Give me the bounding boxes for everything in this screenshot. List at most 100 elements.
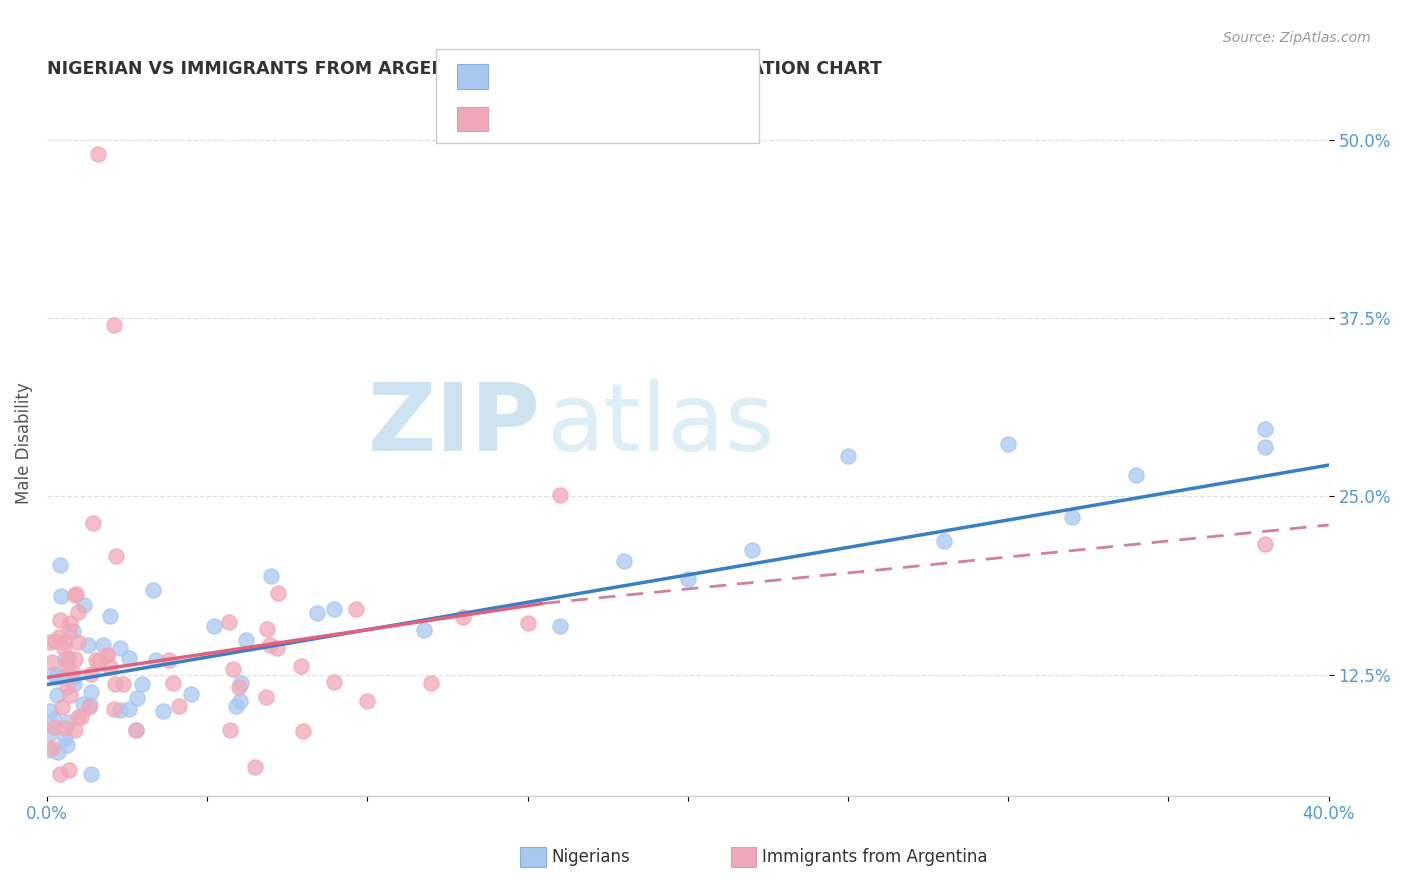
Point — [453, 610, 475, 624]
Point — [243, 760, 266, 774]
Point — [322, 602, 344, 616]
Point — [56, 681, 79, 695]
Point — [39, 743, 62, 757]
Text: R = 0.542: R = 0.542 — [502, 68, 592, 86]
Point — [72, 697, 94, 711]
Point — [73, 598, 96, 612]
Point — [676, 572, 699, 586]
Point — [56, 714, 79, 729]
Point — [82, 516, 104, 531]
Point — [111, 677, 134, 691]
Point — [59, 615, 82, 630]
Point — [548, 619, 571, 633]
Point — [62, 624, 84, 638]
Point — [55, 659, 77, 673]
Point — [125, 723, 148, 738]
Point — [118, 651, 141, 665]
Point — [256, 622, 278, 636]
Text: Source: ZipAtlas.com: Source: ZipAtlas.com — [1223, 31, 1371, 45]
Point — [80, 666, 103, 681]
Point — [124, 723, 146, 737]
Point — [41, 741, 63, 756]
Point — [932, 534, 955, 549]
Point — [39, 704, 62, 718]
Point — [180, 688, 202, 702]
Point — [51, 700, 73, 714]
Point — [266, 641, 288, 656]
Point — [59, 689, 82, 703]
Point — [837, 449, 859, 463]
Point — [69, 709, 91, 723]
Point — [229, 694, 252, 708]
Point — [60, 664, 83, 678]
Point — [96, 648, 118, 662]
Point — [420, 676, 443, 690]
Point — [290, 659, 312, 673]
Point — [55, 721, 77, 735]
Text: N = 58: N = 58 — [624, 68, 692, 86]
Point — [254, 690, 277, 704]
Point — [49, 767, 72, 781]
Point — [98, 608, 121, 623]
Point — [53, 641, 76, 656]
Point — [259, 638, 281, 652]
Point — [225, 699, 247, 714]
Point — [67, 635, 90, 649]
Point — [52, 669, 75, 683]
Point — [62, 670, 84, 684]
Point — [267, 586, 290, 600]
Text: ZIP: ZIP — [367, 379, 540, 471]
Point — [80, 685, 103, 699]
Point — [53, 652, 76, 666]
Point — [997, 436, 1019, 450]
Point — [63, 652, 86, 666]
Point — [58, 763, 80, 777]
Point — [222, 662, 245, 676]
Point — [202, 619, 225, 633]
Point — [235, 632, 257, 647]
Point — [58, 624, 80, 638]
Point — [87, 147, 110, 161]
Point — [344, 602, 367, 616]
Point — [104, 677, 127, 691]
Point — [613, 554, 636, 568]
Point — [356, 693, 378, 707]
Point — [98, 660, 121, 674]
Point — [103, 318, 125, 333]
Point — [152, 704, 174, 718]
Point — [46, 745, 69, 759]
Point — [96, 648, 118, 663]
Point — [39, 726, 62, 740]
Text: NIGERIAN VS IMMIGRANTS FROM ARGENTINA MALE DISABILITY CORRELATION CHART: NIGERIAN VS IMMIGRANTS FROM ARGENTINA MA… — [46, 60, 882, 78]
Text: N = 66: N = 66 — [624, 110, 692, 128]
Point — [105, 549, 128, 563]
Point — [103, 702, 125, 716]
Point — [48, 613, 70, 627]
Point — [292, 724, 315, 739]
Point — [1253, 537, 1275, 551]
Point — [118, 702, 141, 716]
Point — [67, 710, 90, 724]
Point — [1253, 440, 1275, 454]
Point — [46, 688, 69, 702]
Point — [49, 558, 72, 573]
Point — [91, 639, 114, 653]
Point — [65, 587, 87, 601]
Point — [548, 488, 571, 502]
Point — [48, 630, 70, 644]
Text: R =  0.107: R = 0.107 — [502, 110, 598, 128]
Point — [1062, 509, 1084, 524]
Point — [145, 653, 167, 667]
Point — [305, 606, 328, 620]
Y-axis label: Male Disability: Male Disability — [15, 382, 32, 504]
Point — [77, 638, 100, 652]
Point — [44, 633, 66, 648]
Point — [142, 582, 165, 597]
Point — [41, 655, 63, 669]
Point — [39, 635, 62, 649]
Point — [80, 767, 103, 781]
Point — [231, 676, 253, 690]
Point — [55, 731, 77, 745]
Point — [63, 588, 86, 602]
Point — [1253, 422, 1275, 436]
